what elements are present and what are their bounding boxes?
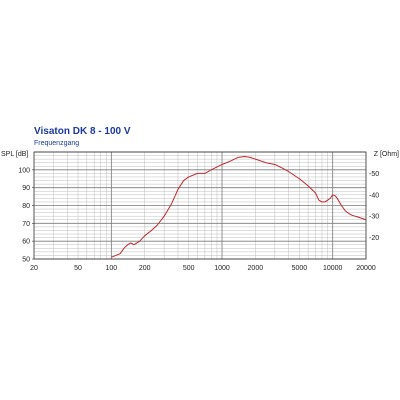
x-tick-label: 500 — [183, 265, 195, 272]
x-tick-label: 100 — [106, 265, 118, 272]
left-tick-label: 50 — [22, 257, 30, 264]
right-tick-label: -50 — [369, 171, 379, 178]
series-layer — [111, 155, 367, 258]
right-tick-label: -30 — [369, 214, 379, 221]
left-tick-label: 100 — [18, 167, 30, 174]
x-tick-labels: 20 50 100 200 500 1000 2000 5000 10000 20000 — [30, 265, 376, 272]
x-tick-label: 20000 — [356, 265, 376, 272]
right-axis-label: Z [Ohm] — [374, 151, 399, 158]
major-grid — [34, 151, 366, 260]
x-tick-label: 50 — [74, 265, 82, 272]
right-tick-labels: -20 -30 -40 -50 — [369, 171, 379, 242]
x-tick-label: 5000 — [292, 265, 308, 272]
right-tick-label: -40 — [369, 192, 379, 199]
chart-subtitle: Frequenzgang — [34, 140, 79, 147]
x-tick-label: 10000 — [323, 265, 343, 272]
x-tick-label: 1000 — [214, 265, 230, 272]
chart-title: Visaton DK 8 - 100 V — [34, 126, 131, 137]
spl-response-line — [111, 155, 367, 258]
left-tick-label: 80 — [22, 203, 30, 210]
left-tick-label: 90 — [22, 185, 30, 192]
x-tick-label: 20 — [30, 265, 38, 272]
left-tick-label: 60 — [22, 239, 30, 246]
left-axis-label: SPL [dB] — [1, 151, 28, 158]
left-tick-labels: 50 60 70 80 90 100 — [18, 167, 34, 264]
x-tick-label: 200 — [139, 265, 151, 272]
x-tick-label: 2000 — [248, 265, 264, 272]
right-tick-label: -20 — [369, 235, 379, 242]
left-tick-label: 70 — [22, 221, 30, 228]
